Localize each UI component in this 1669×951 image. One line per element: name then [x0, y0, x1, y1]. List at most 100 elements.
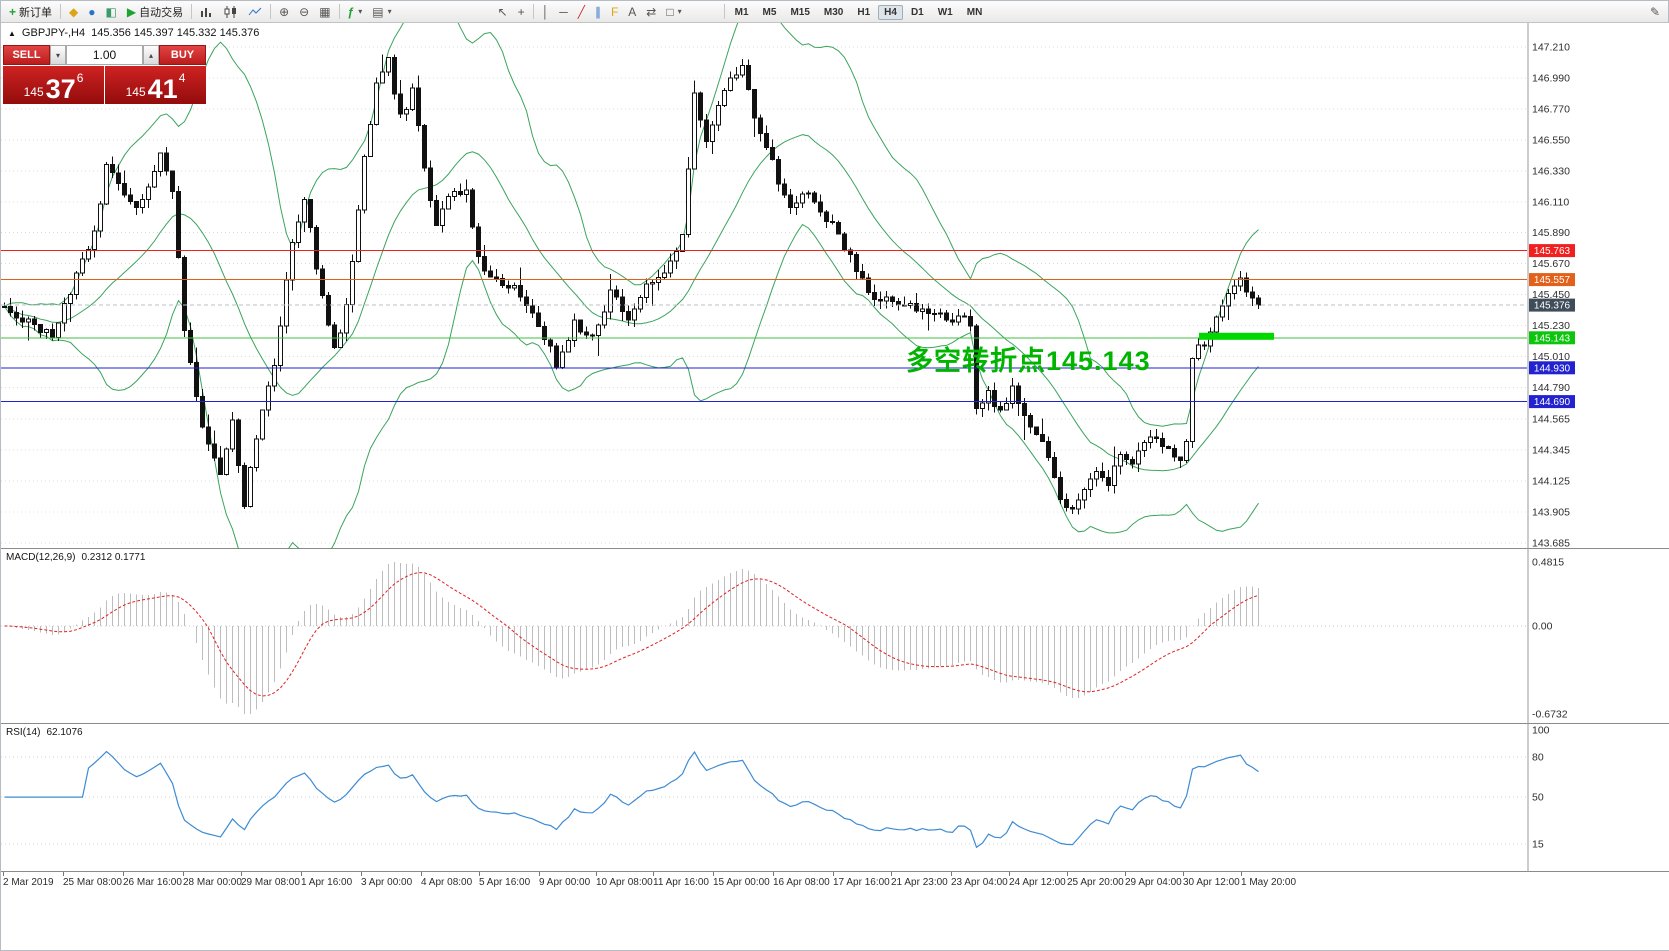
- vertical-line-icon: │: [541, 4, 550, 19]
- svg-text:144.930: 144.930: [1534, 363, 1571, 374]
- macd-canvas[interactable]: 0.4815 0.00 -0.6732: [1, 549, 1669, 724]
- time-label: 9 Apr 00:00: [539, 877, 591, 888]
- bar-chart-button[interactable]: [195, 2, 219, 21]
- buy-price-button[interactable]: 145 41 4: [105, 66, 206, 104]
- volume-decrease-button[interactable]: ▾: [50, 45, 66, 65]
- timeframe-mn-button[interactable]: MN: [966, 6, 983, 18]
- market-watch-button[interactable]: ●: [83, 2, 100, 21]
- price-chart-canvas[interactable]: 147.210 146.990 146.770 146.550 146.330 146.1…: [1, 23, 1669, 549]
- rsi-canvas[interactable]: 100 80 50 15: [1, 724, 1669, 872]
- svg-text:-0.6732: -0.6732: [1532, 709, 1568, 721]
- templates-button[interactable]: ▤ ▾: [367, 2, 396, 21]
- cursor-button[interactable]: ↖: [493, 2, 513, 21]
- svg-text:145.450: 145.450: [1532, 289, 1570, 301]
- time-label: 16 Apr 08:00: [773, 877, 830, 888]
- tile-windows-button[interactable]: ▦: [314, 2, 335, 21]
- sell-price-button[interactable]: 145 37 6: [3, 66, 104, 104]
- channel-button[interactable]: ∥: [590, 2, 606, 21]
- toolbar-separator: [338, 4, 340, 19]
- shapes-button[interactable]: □ ▾: [661, 2, 686, 21]
- svg-text:145.763: 145.763: [1534, 246, 1571, 257]
- horizontal-line-button[interactable]: ─: [554, 2, 573, 21]
- time-label: 3 Apr 00:00: [361, 877, 413, 888]
- time-tick: [713, 872, 714, 876]
- shapes-icon: □: [666, 4, 674, 19]
- time-tick: [1067, 872, 1068, 876]
- highlight-bar[interactable]: [1199, 332, 1274, 340]
- arrows-button[interactable]: ⇄: [641, 2, 661, 21]
- fibonacci-button[interactable]: F: [606, 2, 623, 21]
- main-chart-panel: 147.210 146.990 146.770 146.550 146.330 146.1…: [1, 23, 1669, 549]
- macd-scale: 0.4815 0.00 -0.6732: [1, 549, 1568, 724]
- svg-text:144.125: 144.125: [1532, 476, 1570, 488]
- time-tick: [123, 872, 124, 876]
- time-tick: [1241, 872, 1242, 876]
- time-tick: [1009, 872, 1010, 876]
- new-order-button[interactable]: + 新订单: [4, 2, 57, 21]
- timeframe-m5-button[interactable]: M5: [762, 6, 777, 18]
- timeframe-d1-button[interactable]: D1: [910, 6, 924, 18]
- autotrading-play-icon: ▶: [126, 4, 137, 19]
- timeframe-h4-button[interactable]: H4: [878, 4, 903, 20]
- buy-button[interactable]: BUY: [159, 45, 206, 65]
- buy-price-pips: 41: [147, 74, 178, 105]
- time-label: 25 Apr 20:00: [1067, 877, 1124, 888]
- one-click-trading-panel: SELL ▾ 1.00 ▴ BUY 145 37 6 145 41 4: [3, 45, 206, 104]
- time-axis[interactable]: 2 Mar 2019 25 Mar 08:00 26 Mar 16:00 28 Mar…: [1, 872, 1669, 892]
- volume-input[interactable]: 1.00: [66, 45, 143, 65]
- timeframe-w1-button[interactable]: W1: [937, 6, 953, 18]
- time-tick: [63, 872, 64, 876]
- svg-text:143.685: 143.685: [1532, 538, 1570, 550]
- favorites-button[interactable]: ◆: [64, 2, 83, 21]
- favorites-icon: ◆: [69, 4, 79, 19]
- timeframe-m15-button[interactable]: M15: [790, 6, 810, 18]
- templates-icon: ▤: [372, 4, 384, 19]
- macd-label: MACD(12,26,9) 0.2312 0.1771: [6, 552, 145, 563]
- navigator-button[interactable]: ◧: [101, 2, 122, 21]
- svg-text:143.905: 143.905: [1532, 507, 1570, 519]
- sell-button[interactable]: SELL: [3, 45, 50, 65]
- arrows-icon: ⇄: [646, 4, 657, 19]
- crosshair-button[interactable]: +: [513, 2, 530, 21]
- candlestick-chart-button[interactable]: [219, 2, 243, 21]
- timeframe-h1-button[interactable]: H1: [857, 6, 871, 18]
- timeframe-m30-button[interactable]: M30: [823, 6, 844, 18]
- time-label: 23 Apr 04:00: [951, 877, 1008, 888]
- zoom-in-icon: ⊕: [279, 4, 290, 19]
- macd-panel: 0.4815 0.00 -0.6732 MACD(12,26,9) 0.2312 0…: [1, 549, 1669, 724]
- svg-text:15: 15: [1532, 839, 1544, 851]
- edit-button[interactable]: ✎: [1645, 2, 1665, 21]
- volume-increase-button[interactable]: ▴: [143, 45, 159, 65]
- svg-text:145.143: 145.143: [1534, 333, 1571, 344]
- svg-text:145.557: 145.557: [1534, 275, 1571, 286]
- autotrading-button[interactable]: ▶ 自动交易: [122, 2, 188, 21]
- time-tick: [833, 872, 834, 876]
- time-label: 1 Apr 16:00: [301, 877, 353, 888]
- indicators-button[interactable]: ƒ ▾: [343, 2, 368, 21]
- time-tick: [479, 872, 480, 876]
- time-label: 10 Apr 08:00: [596, 877, 653, 888]
- horizontal-line-icon: ─: [559, 4, 568, 19]
- toolbar-separator: [60, 4, 62, 19]
- line-chart-button[interactable]: [243, 2, 267, 21]
- vertical-line-button[interactable]: │: [537, 2, 555, 21]
- time-label: 29 Mar 08:00: [241, 877, 300, 888]
- time-tick: [891, 872, 892, 876]
- svg-text:146.110: 146.110: [1532, 196, 1569, 208]
- time-tick: [539, 872, 540, 876]
- toolbar-separator: [723, 4, 725, 19]
- time-tick: [951, 872, 952, 876]
- time-label: 17 Apr 16:00: [833, 877, 890, 888]
- navigator-icon: ◧: [105, 4, 117, 19]
- time-tick: [361, 872, 362, 876]
- time-label: 11 Apr 16:00: [653, 877, 709, 888]
- timeframe-m1-button[interactable]: M1: [734, 6, 749, 18]
- text-button[interactable]: A: [623, 2, 641, 21]
- toolbar-separator: [532, 4, 534, 19]
- macd-name: MACD(12,26,9): [6, 552, 76, 563]
- trendline-button[interactable]: ╱: [573, 2, 590, 21]
- text-icon: A: [628, 4, 637, 19]
- zoom-out-button[interactable]: ⊖: [294, 2, 314, 21]
- symbol-marker-icon: ▲: [8, 28, 16, 38]
- zoom-in-button[interactable]: ⊕: [274, 2, 294, 21]
